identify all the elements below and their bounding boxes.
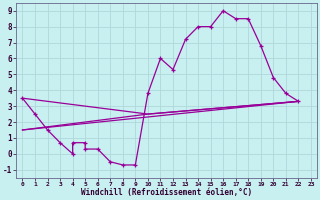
X-axis label: Windchill (Refroidissement éolien,°C): Windchill (Refroidissement éolien,°C) (81, 188, 252, 197)
